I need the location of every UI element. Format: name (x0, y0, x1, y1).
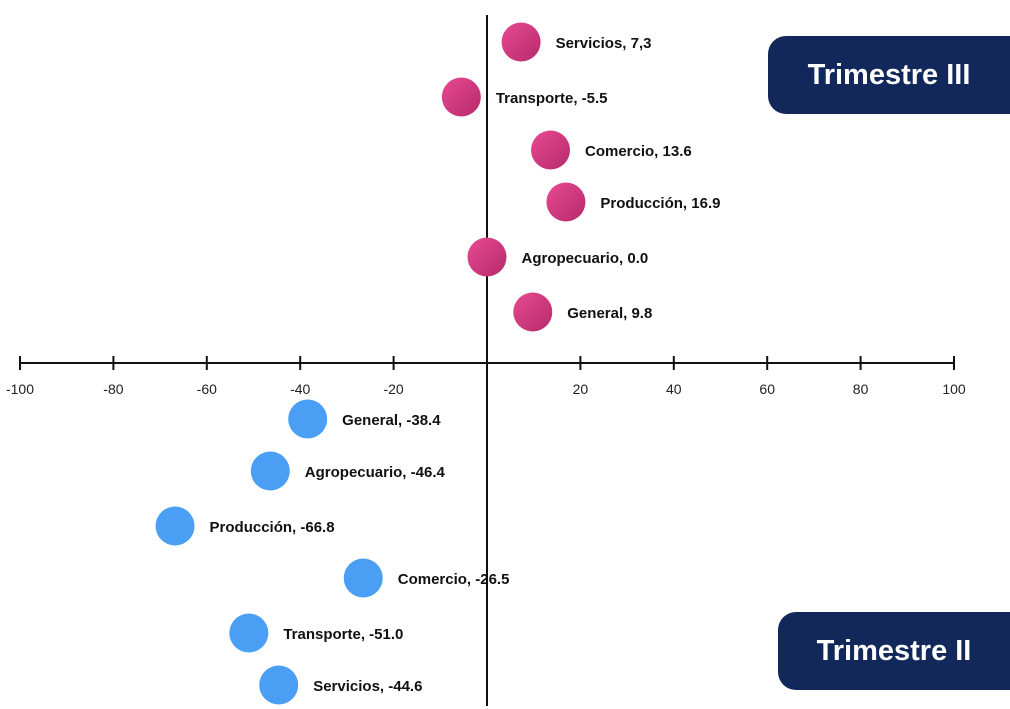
x-tick-label: -100 (6, 381, 34, 397)
data-label: Producción, -66.8 (210, 519, 335, 536)
data-label: Agropecuario, 0.0 (522, 250, 649, 267)
data-point (288, 399, 328, 439)
data-points (155, 22, 586, 705)
data-point (513, 292, 553, 332)
data-label: Transporte, -51.0 (283, 626, 403, 643)
data-point (546, 182, 586, 222)
data-labels: Servicios, 7,3 Transporte, -5.5 Comercio, … (210, 35, 721, 695)
x-tick-label: -40 (290, 381, 310, 397)
data-point (467, 237, 507, 277)
quarter-badge-trimestre-ii: Trimestre II (778, 612, 1010, 690)
quarter-badge-trimestre-iii: Trimestre III (768, 36, 1010, 114)
data-label: Servicios, -44.6 (313, 678, 422, 695)
data-point (441, 77, 481, 117)
x-tick-label: 80 (853, 381, 869, 397)
data-point (259, 665, 299, 705)
x-tick-label: -80 (103, 381, 123, 397)
x-tick-label: 60 (759, 381, 775, 397)
data-point (531, 130, 571, 170)
data-point (501, 22, 541, 62)
data-point (229, 613, 269, 653)
data-label: General, 9.8 (567, 305, 652, 322)
data-label: Agropecuario, -46.4 (305, 464, 446, 481)
data-point (155, 506, 195, 546)
x-tick-label: 100 (942, 381, 966, 397)
data-point (250, 451, 290, 491)
data-label: Producción, 16.9 (600, 195, 720, 212)
data-label: General, -38.4 (342, 412, 441, 429)
x-tick-label: -60 (197, 381, 217, 397)
x-tick-label: 20 (573, 381, 589, 397)
axes: -100 -80 -60 -40 -20 20 40 60 80 100 (6, 15, 966, 706)
data-label: Comercio, -26.5 (398, 571, 510, 588)
data-label: Comercio, 13.6 (585, 143, 692, 160)
data-label: Transporte, -5.5 (496, 90, 608, 107)
x-tick-label: -20 (383, 381, 403, 397)
data-label: Servicios, 7,3 (556, 35, 652, 52)
x-tick-label: 40 (666, 381, 682, 397)
data-point (343, 558, 383, 598)
